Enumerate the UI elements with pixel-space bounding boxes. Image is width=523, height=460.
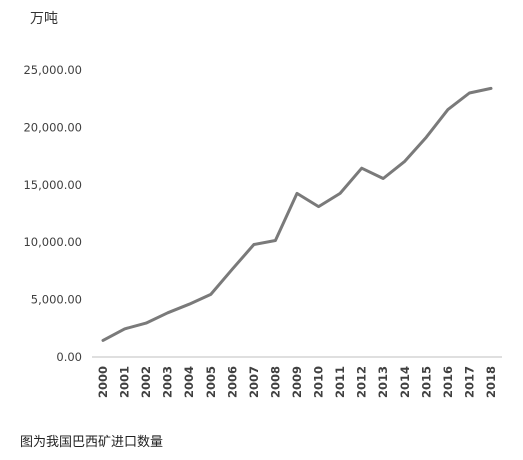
x-tick-label: 2000 xyxy=(96,366,110,398)
y-tick-label: 15,000.00 xyxy=(23,178,82,192)
x-tick-label: 2018 xyxy=(484,366,498,398)
y-axis-unit-label: 万吨 xyxy=(30,11,58,27)
x-tick-label: 2006 xyxy=(225,366,239,398)
x-tick-label: 2010 xyxy=(312,366,326,398)
x-tick-label: 2017 xyxy=(462,366,476,398)
y-tick-label: 20,000.00 xyxy=(23,120,82,134)
x-tick-label: 2007 xyxy=(247,366,261,398)
y-tick-label: 25,000.00 xyxy=(23,63,82,77)
x-tick-label: 2003 xyxy=(161,366,175,398)
x-tick-label: 2015 xyxy=(419,366,433,398)
y-tick-label: 5,000.00 xyxy=(31,293,82,307)
y-tick-label: 10,000.00 xyxy=(23,235,82,249)
x-tick-label: 2013 xyxy=(376,366,390,398)
x-tick-label: 2005 xyxy=(204,366,218,398)
figure-caption: 图为我国巴西矿进口数量 xyxy=(20,435,164,450)
x-tick-label: 2012 xyxy=(355,366,369,398)
y-tick-label: 0.00 xyxy=(56,350,82,364)
series-line xyxy=(101,86,493,342)
x-tick-label: 2002 xyxy=(139,366,153,398)
x-tick-label: 2004 xyxy=(182,366,196,398)
x-tick-label: 2011 xyxy=(333,366,347,398)
x-tick-label: 2001 xyxy=(118,366,132,398)
x-tick-label: 2008 xyxy=(268,366,282,398)
x-tick-label: 2009 xyxy=(290,366,304,398)
x-axis-ticks: 2000 2001 2002 2003 2004 2005 2006 2007 2008 2009… xyxy=(96,366,498,398)
x-tick-label: 2016 xyxy=(441,366,455,398)
x-tick-label: 2014 xyxy=(398,366,412,398)
line-chart: 0.00 5,000.00 10,000.00 15,000.00 20,000.00 2… xyxy=(23,63,502,398)
y-axis-ticks: 0.00 5,000.00 10,000.00 15,000.00 20,000.00 2… xyxy=(23,63,82,364)
